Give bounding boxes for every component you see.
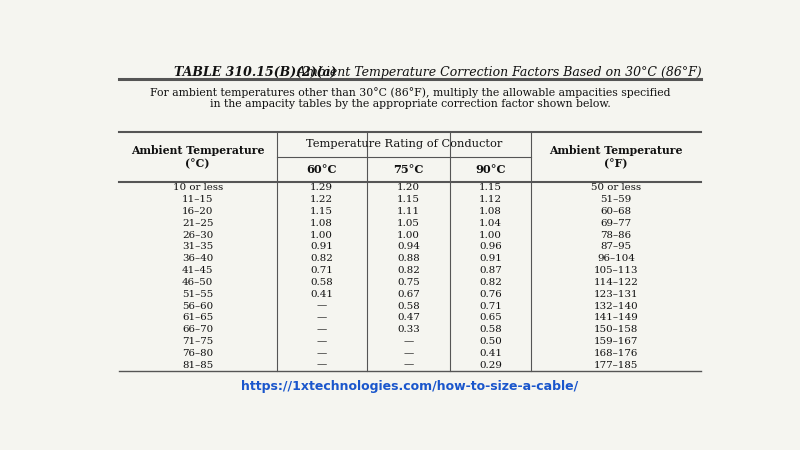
Text: 141–149: 141–149 — [594, 313, 638, 322]
Text: 0.71: 0.71 — [479, 302, 502, 310]
Text: 46–50: 46–50 — [182, 278, 214, 287]
Text: For ambient temperatures other than 30°C (86°F), multiply the allowable ampaciti: For ambient temperatures other than 30°C… — [150, 87, 670, 109]
Text: Ambient Temperature Correction Factors Based on 30°C (86°F): Ambient Temperature Correction Factors B… — [289, 66, 702, 79]
Text: 51–55: 51–55 — [182, 290, 214, 299]
Text: 0.47: 0.47 — [397, 313, 420, 322]
Text: 41–45: 41–45 — [182, 266, 214, 275]
Text: 50 or less: 50 or less — [591, 183, 642, 192]
Text: Temperature Rating of Conductor: Temperature Rating of Conductor — [306, 140, 502, 149]
Text: 0.65: 0.65 — [479, 313, 502, 322]
Text: 1.00: 1.00 — [479, 230, 502, 239]
Text: 0.87: 0.87 — [479, 266, 502, 275]
Text: 123–131: 123–131 — [594, 290, 638, 299]
Text: 0.58: 0.58 — [479, 325, 502, 334]
Text: 96–104: 96–104 — [598, 254, 635, 263]
Text: 0.76: 0.76 — [479, 290, 502, 299]
Text: 36–40: 36–40 — [182, 254, 214, 263]
Text: 66–70: 66–70 — [182, 325, 214, 334]
Text: 75°C: 75°C — [394, 164, 424, 175]
Text: 81–85: 81–85 — [182, 360, 214, 369]
Text: —: — — [317, 313, 326, 322]
Text: 1.00: 1.00 — [397, 230, 420, 239]
Text: 56–60: 56–60 — [182, 302, 214, 310]
Text: 177–185: 177–185 — [594, 360, 638, 369]
Text: 78–86: 78–86 — [601, 230, 632, 239]
Text: 0.33: 0.33 — [397, 325, 420, 334]
Text: —: — — [317, 349, 326, 358]
Text: 0.88: 0.88 — [397, 254, 420, 263]
Text: 0.50: 0.50 — [479, 337, 502, 346]
Text: —: — — [317, 360, 326, 369]
Text: 1.15: 1.15 — [479, 183, 502, 192]
Text: 0.58: 0.58 — [397, 302, 420, 310]
Text: 0.91: 0.91 — [310, 243, 333, 252]
Text: —: — — [403, 349, 414, 358]
Text: 69–77: 69–77 — [601, 219, 632, 228]
Text: —: — — [317, 337, 326, 346]
Text: Ambient Temperature
(°C): Ambient Temperature (°C) — [131, 145, 264, 169]
Text: 159–167: 159–167 — [594, 337, 638, 346]
Text: 76–80: 76–80 — [182, 349, 214, 358]
Text: 31–35: 31–35 — [182, 243, 214, 252]
Text: 1.08: 1.08 — [479, 207, 502, 216]
Text: 0.41: 0.41 — [479, 349, 502, 358]
Text: 0.82: 0.82 — [397, 266, 420, 275]
Text: 0.82: 0.82 — [479, 278, 502, 287]
Text: 10 or less: 10 or less — [173, 183, 222, 192]
Text: 1.08: 1.08 — [310, 219, 333, 228]
Text: 0.96: 0.96 — [479, 243, 502, 252]
Text: —: — — [317, 302, 326, 310]
Text: 60°C: 60°C — [306, 164, 337, 175]
Text: 1.00: 1.00 — [310, 230, 333, 239]
Text: 0.82: 0.82 — [310, 254, 333, 263]
Text: Ambient Temperature
(°F): Ambient Temperature (°F) — [550, 145, 683, 169]
Text: 1.20: 1.20 — [397, 183, 420, 192]
Text: 0.75: 0.75 — [397, 278, 420, 287]
Text: 87–95: 87–95 — [601, 243, 632, 252]
Text: 0.94: 0.94 — [397, 243, 420, 252]
Text: 11–15: 11–15 — [182, 195, 214, 204]
Text: 1.22: 1.22 — [310, 195, 334, 204]
Text: 168–176: 168–176 — [594, 349, 638, 358]
Text: 1.15: 1.15 — [397, 195, 420, 204]
Text: 0.71: 0.71 — [310, 266, 333, 275]
Text: 1.29: 1.29 — [310, 183, 333, 192]
Text: https://1xtechnologies.com/how-to-size-a-cable/: https://1xtechnologies.com/how-to-size-a… — [242, 380, 578, 393]
Text: 105–113: 105–113 — [594, 266, 638, 275]
Text: 51–59: 51–59 — [601, 195, 632, 204]
Text: 90°C: 90°C — [475, 164, 506, 175]
Text: 60–68: 60–68 — [601, 207, 632, 216]
Text: —: — — [403, 360, 414, 369]
Text: 26–30: 26–30 — [182, 230, 214, 239]
Text: 21–25: 21–25 — [182, 219, 214, 228]
Text: 0.58: 0.58 — [310, 278, 333, 287]
Text: TABLE 310.15(B)(2)(a): TABLE 310.15(B)(2)(a) — [174, 66, 337, 79]
Text: 132–140: 132–140 — [594, 302, 638, 310]
Text: 0.41: 0.41 — [310, 290, 333, 299]
Text: 1.12: 1.12 — [479, 195, 502, 204]
Text: 1.11: 1.11 — [397, 207, 420, 216]
Text: 61–65: 61–65 — [182, 313, 214, 322]
Text: 16–20: 16–20 — [182, 207, 214, 216]
Text: 71–75: 71–75 — [182, 337, 214, 346]
Text: —: — — [403, 337, 414, 346]
Text: —: — — [317, 325, 326, 334]
Text: 1.04: 1.04 — [479, 219, 502, 228]
Text: 1.05: 1.05 — [397, 219, 420, 228]
Text: 1.15: 1.15 — [310, 207, 333, 216]
Text: 114–122: 114–122 — [594, 278, 638, 287]
Text: 150–158: 150–158 — [594, 325, 638, 334]
Text: 0.67: 0.67 — [397, 290, 420, 299]
Text: 0.29: 0.29 — [479, 360, 502, 369]
Text: 0.91: 0.91 — [479, 254, 502, 263]
